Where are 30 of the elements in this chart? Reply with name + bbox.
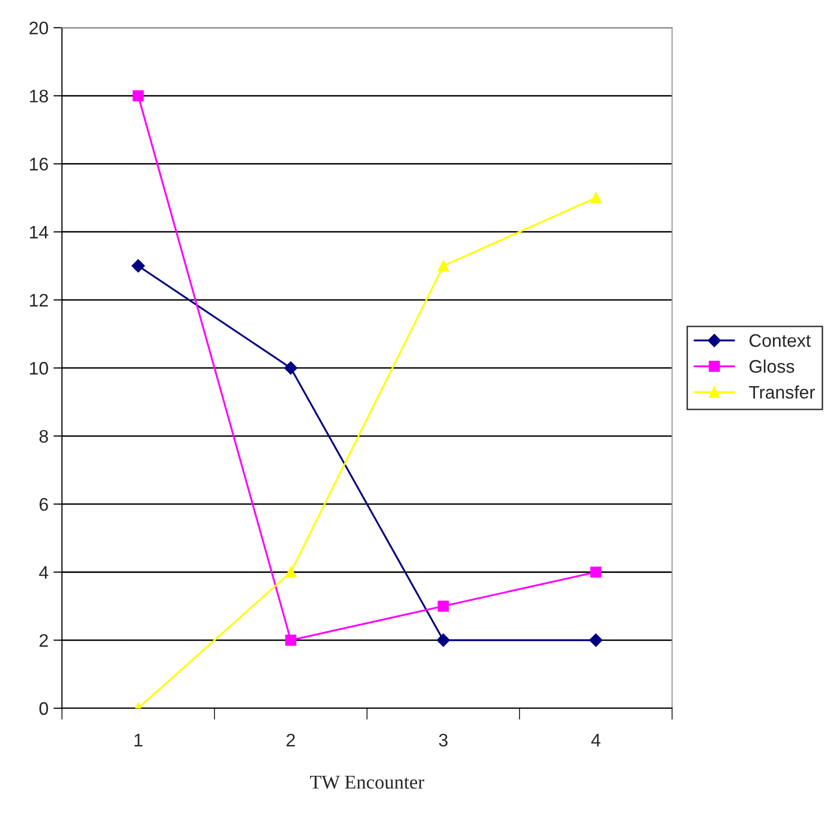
- point: [589, 634, 602, 647]
- legend-label: Context: [750, 334, 811, 347]
- y-tick-label: 8: [39, 430, 48, 443]
- y-tick-label: 10: [30, 362, 48, 375]
- x-tick-label: 1: [134, 734, 142, 746]
- y-tick-label: 16: [30, 158, 48, 171]
- point: [132, 259, 145, 272]
- x-tick-label: 3: [438, 734, 448, 746]
- y-tick-label: 2: [40, 634, 48, 647]
- legend-label: Gloss: [750, 360, 794, 373]
- point: [590, 566, 602, 578]
- point: [438, 600, 449, 612]
- x-axis-title: TW Encounter: [310, 776, 424, 789]
- point: [285, 566, 296, 578]
- y-tick-label: 4: [39, 566, 48, 579]
- point: [438, 260, 449, 272]
- y-tick-label: 12: [30, 294, 48, 306]
- point: [284, 361, 298, 375]
- legend-label: Transfer: [749, 385, 815, 399]
- point: [436, 634, 450, 647]
- y-tick-label: 0: [39, 702, 48, 715]
- y-tick-label: 14: [30, 226, 48, 238]
- y-tick-label: 6: [40, 498, 48, 511]
- point: [590, 192, 602, 204]
- x-tick-label: 4: [591, 734, 600, 746]
- y-tick-label: 18: [30, 90, 48, 102]
- point: [285, 634, 296, 646]
- y-tick-label: 20: [30, 22, 48, 34]
- x-tick-label: 2: [286, 734, 295, 746]
- point: [132, 90, 144, 102]
